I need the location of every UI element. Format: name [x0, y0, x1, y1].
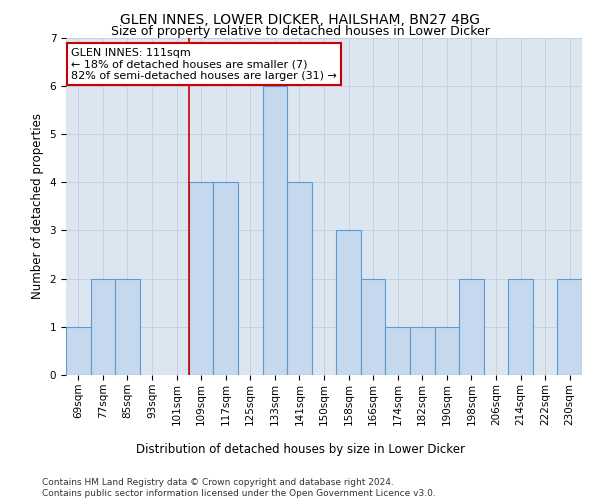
- Text: GLEN INNES: 111sqm
← 18% of detached houses are smaller (7)
82% of semi-detached: GLEN INNES: 111sqm ← 18% of detached hou…: [71, 48, 337, 81]
- Bar: [214, 182, 238, 375]
- Bar: [410, 327, 434, 375]
- Bar: [66, 327, 91, 375]
- Text: Distribution of detached houses by size in Lower Dicker: Distribution of detached houses by size …: [136, 442, 464, 456]
- Bar: [557, 278, 582, 375]
- Bar: [189, 182, 214, 375]
- Bar: [385, 327, 410, 375]
- Text: Contains HM Land Registry data © Crown copyright and database right 2024.
Contai: Contains HM Land Registry data © Crown c…: [42, 478, 436, 498]
- Bar: [434, 327, 459, 375]
- Bar: [115, 278, 140, 375]
- Bar: [91, 278, 115, 375]
- Bar: [508, 278, 533, 375]
- Bar: [287, 182, 312, 375]
- Bar: [263, 86, 287, 375]
- Bar: [459, 278, 484, 375]
- Text: Size of property relative to detached houses in Lower Dicker: Size of property relative to detached ho…: [110, 25, 490, 38]
- Text: GLEN INNES, LOWER DICKER, HAILSHAM, BN27 4BG: GLEN INNES, LOWER DICKER, HAILSHAM, BN27…: [120, 12, 480, 26]
- Bar: [336, 230, 361, 375]
- Bar: [361, 278, 385, 375]
- Y-axis label: Number of detached properties: Number of detached properties: [31, 114, 44, 299]
